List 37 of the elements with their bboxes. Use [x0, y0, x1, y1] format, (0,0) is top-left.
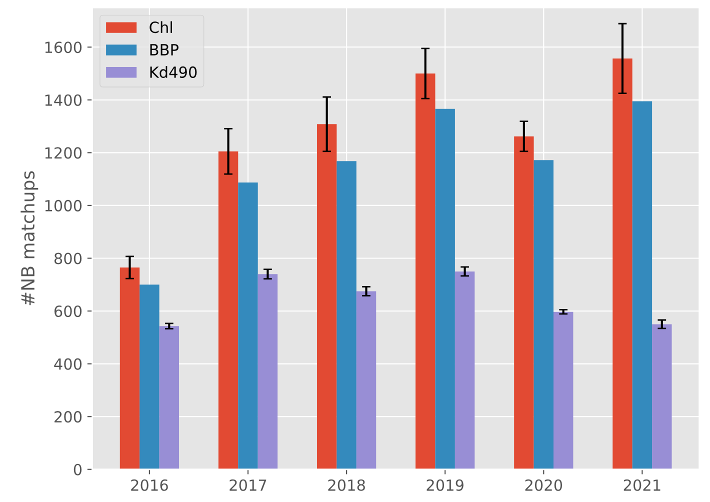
bar [120, 267, 140, 470]
x-tick-label: 2016 [131, 479, 168, 491]
y-tick-label: 0 [74, 464, 82, 476]
y-tick-label: 1200 [45, 147, 82, 159]
x-tick-label: 2017 [230, 479, 266, 491]
bar [514, 136, 534, 470]
bar [652, 324, 672, 470]
bar [159, 326, 180, 470]
bar [336, 161, 356, 470]
bar [612, 58, 632, 470]
legend-label: BBP [150, 44, 178, 56]
y-tick-label: 600 [54, 305, 82, 318]
y-tick-label: 400 [54, 358, 82, 370]
bar [632, 101, 652, 470]
bar [316, 124, 337, 470]
bar [554, 312, 574, 470]
bar [435, 108, 455, 470]
x-tick-label: 2020 [525, 479, 562, 491]
bar [534, 160, 554, 470]
x-tick-label: 2019 [426, 479, 464, 491]
y-tick-label: 1600 [45, 42, 82, 54]
legend-label: Kd490 [150, 66, 197, 78]
legend-label: Chl [150, 21, 172, 34]
bar [140, 284, 160, 470]
y-axis-title: #NB matchups [20, 171, 38, 306]
x-tick-label: 2018 [328, 479, 365, 491]
bar [356, 291, 376, 470]
bar [416, 74, 436, 470]
bar [218, 151, 238, 470]
bar [454, 271, 475, 470]
y-tick-label: 1000 [45, 200, 82, 212]
bar [238, 182, 258, 470]
y-tick-label: 1400 [45, 94, 82, 106]
y-tick-label: 800 [54, 252, 82, 264]
y-tick-label: 200 [54, 411, 82, 423]
x-tick-label: 2021 [624, 479, 660, 491]
bar [258, 274, 278, 470]
